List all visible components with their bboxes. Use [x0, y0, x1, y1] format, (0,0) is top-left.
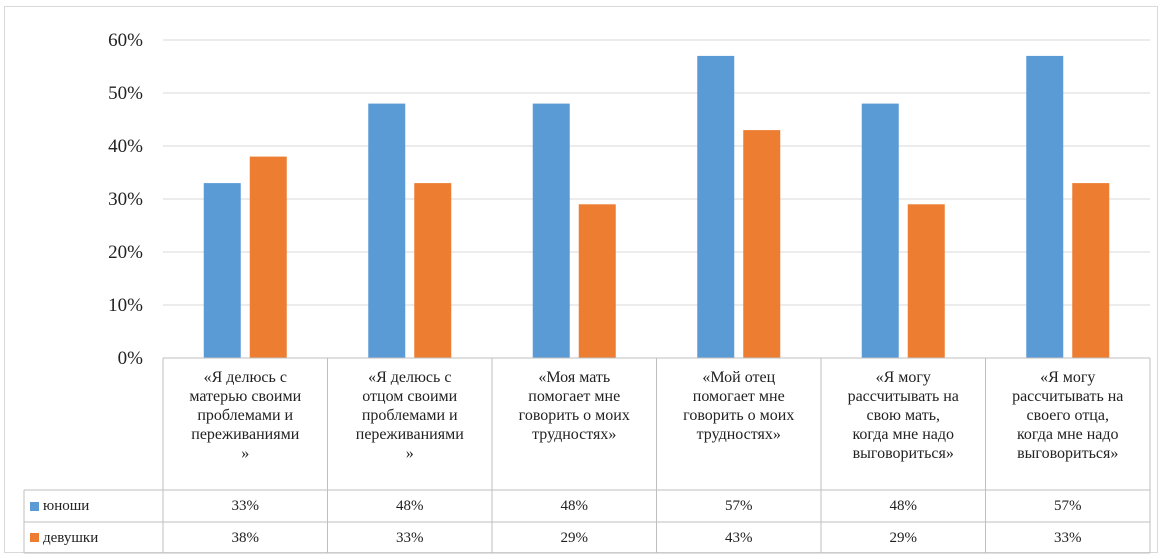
- data-cell: 33%: [396, 530, 424, 546]
- bar-девушки: [743, 130, 781, 358]
- bar-юноши: [203, 183, 241, 358]
- data-cell: 43%: [725, 530, 753, 546]
- bar-юноши: [1026, 55, 1064, 359]
- bar-девушки: [249, 156, 287, 358]
- data-cell: 29%: [560, 530, 589, 546]
- data-cell: 29%: [889, 530, 918, 546]
- y-tick-label: 20%: [108, 242, 143, 263]
- bar-девушки: [907, 204, 945, 358]
- category-label: «Я могу рассчитывать на свою мать, когда…: [847, 369, 959, 462]
- series-name: девушки: [43, 529, 99, 546]
- data-cell: 48%: [396, 498, 424, 514]
- data-cell: 33%: [231, 498, 260, 514]
- legend-entry: юноши: [30, 490, 89, 522]
- bar-юноши: [697, 55, 735, 359]
- y-tick-label: 0%: [118, 348, 144, 369]
- category-label: «Я могу рассчитывать на своего отца, ког…: [1012, 369, 1124, 462]
- y-tick-label: 60%: [108, 30, 143, 51]
- data-cell: 48%: [560, 498, 589, 514]
- y-tick-label: 40%: [108, 136, 143, 157]
- legend-entry: девушки: [30, 522, 98, 553]
- bar-девушки: [578, 204, 616, 358]
- data-cell: 57%: [725, 498, 753, 514]
- y-tick-label: 10%: [108, 295, 143, 316]
- series-name: юноши: [43, 498, 90, 514]
- data-cell: 48%: [889, 498, 918, 514]
- y-tick-label: 50%: [108, 83, 143, 104]
- data-cell: 38%: [231, 530, 260, 546]
- legend-swatch: [30, 533, 39, 542]
- bar-юноши: [532, 103, 570, 358]
- category-label: «Я делюсь с матерью своими проблемами и …: [189, 369, 302, 462]
- category-label: «Я делюсь с отцом своими проблемами и пе…: [355, 369, 464, 462]
- bar-юноши: [861, 103, 899, 358]
- bar-девушки: [1072, 183, 1110, 358]
- y-tick-label: 30%: [108, 189, 143, 210]
- bar-юноши: [368, 103, 406, 358]
- category-label: «Моя мать помогает мне говорить о моих т…: [518, 369, 630, 443]
- category-label: «Мой отец помогает мне говорить о моих т…: [683, 369, 795, 443]
- bar-девушки: [414, 183, 452, 358]
- data-cell: 33%: [1054, 530, 1082, 546]
- data-cell: 57%: [1054, 498, 1082, 514]
- legend-swatch: [30, 501, 39, 511]
